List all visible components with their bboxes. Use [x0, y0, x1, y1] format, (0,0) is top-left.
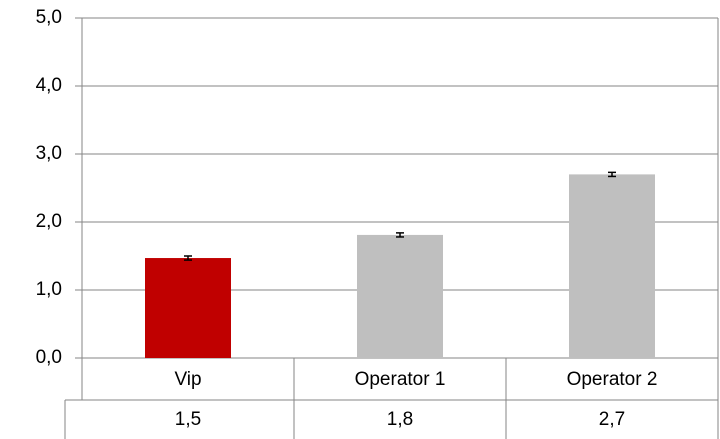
y-tick-label: 0,0 [36, 347, 62, 368]
table-value: 1,5 [175, 409, 201, 430]
x-tick-label: Operator 1 [355, 369, 446, 390]
x-tick-label: Vip [174, 369, 201, 390]
bar [357, 234, 443, 358]
y-tick-label: 1,0 [36, 279, 62, 300]
bar [569, 174, 655, 358]
y-tick-label: 5,0 [36, 7, 62, 28]
y-tick-label: 4,0 [36, 75, 62, 96]
table-value: 2,7 [599, 409, 625, 430]
table-value: 1,8 [387, 409, 413, 430]
y-tick-label: 2,0 [36, 211, 62, 232]
y-tick-label: 3,0 [36, 143, 62, 164]
x-tick-label: Operator 2 [567, 369, 658, 390]
bar [145, 258, 231, 358]
